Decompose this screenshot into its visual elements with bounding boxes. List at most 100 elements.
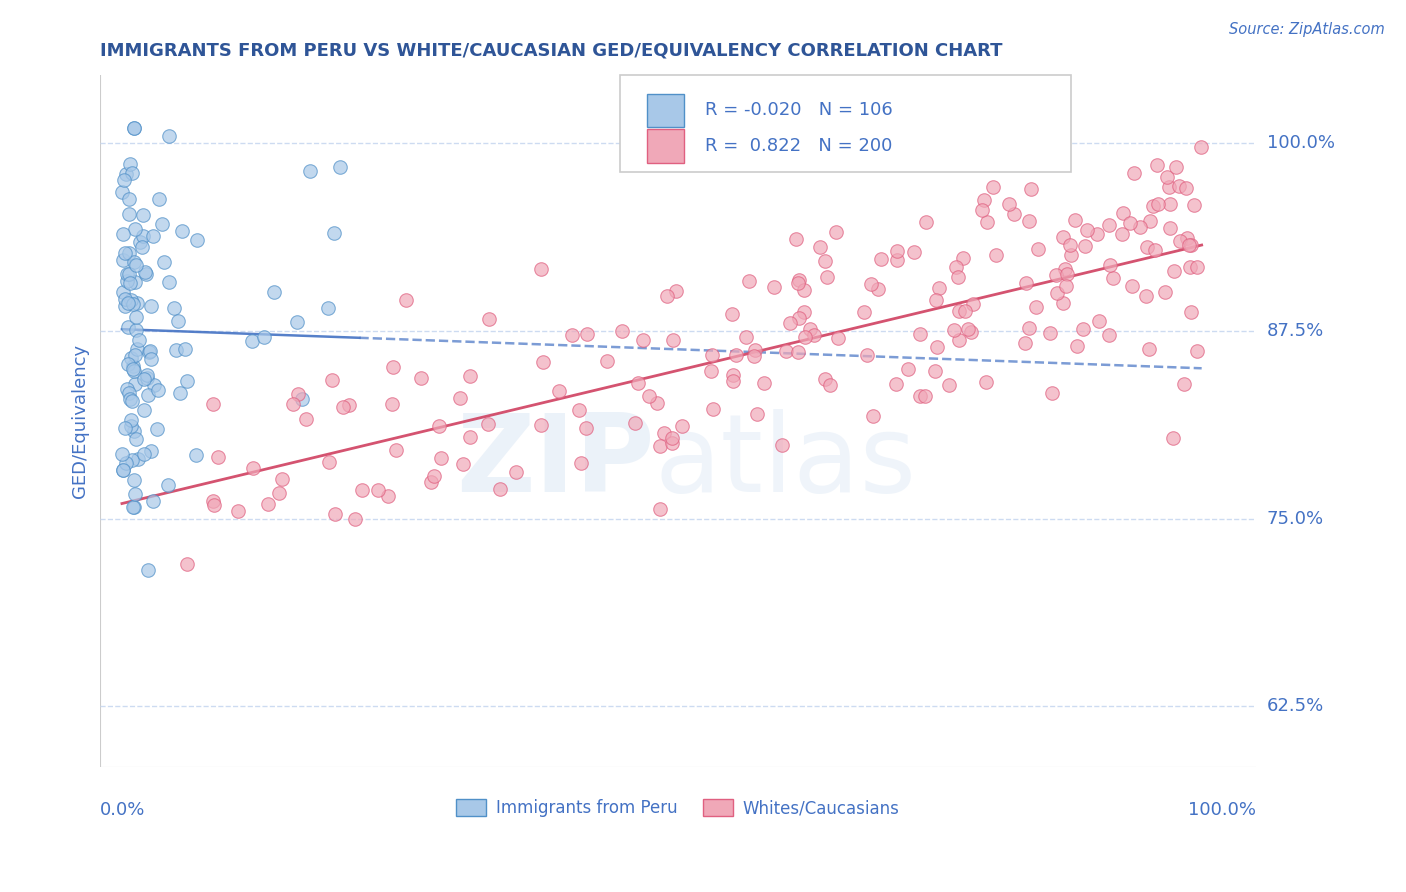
Point — [1085, 227, 1108, 242]
Point — [942, 323, 965, 337]
Point — [505, 465, 527, 479]
Point — [610, 324, 633, 338]
Point — [419, 475, 441, 489]
Point — [136, 388, 159, 402]
Point — [136, 371, 159, 385]
Point — [430, 450, 453, 465]
Point — [163, 301, 186, 316]
Point — [120, 351, 142, 365]
Text: 0.0%: 0.0% — [100, 801, 146, 819]
Point — [318, 301, 340, 315]
Point — [1175, 231, 1198, 245]
Point — [721, 374, 744, 388]
Point — [122, 473, 145, 487]
Point — [270, 472, 292, 486]
Point — [477, 417, 499, 431]
Point — [786, 345, 808, 359]
Point — [117, 246, 139, 260]
Point — [702, 347, 724, 361]
Point — [1174, 181, 1197, 195]
Point — [973, 194, 995, 208]
Point — [142, 229, 165, 244]
Point — [114, 456, 136, 470]
Point — [1159, 196, 1181, 211]
Point — [322, 227, 344, 241]
Point — [167, 313, 190, 327]
Text: R = -0.020   N = 106: R = -0.020 N = 106 — [704, 101, 893, 120]
Point — [799, 322, 821, 336]
Point — [638, 389, 661, 403]
Point — [868, 282, 890, 296]
Point — [148, 192, 170, 206]
Point — [1163, 263, 1185, 277]
Point — [645, 396, 668, 410]
Point — [814, 372, 837, 386]
Point — [135, 267, 157, 281]
Point — [1074, 239, 1097, 253]
Point — [952, 251, 974, 265]
Point — [114, 299, 136, 313]
Point — [1135, 289, 1157, 303]
Point — [665, 284, 688, 298]
Point — [136, 563, 159, 577]
Point — [897, 362, 920, 376]
Point — [142, 494, 165, 508]
Point — [908, 389, 931, 403]
Point — [1187, 343, 1209, 358]
Text: ZIP: ZIP — [457, 409, 655, 516]
Point — [169, 386, 191, 401]
Point — [174, 342, 197, 356]
Point — [946, 269, 969, 284]
Point — [596, 354, 619, 368]
Point — [1121, 279, 1143, 293]
Point — [1102, 270, 1125, 285]
Point — [427, 418, 450, 433]
Point — [281, 396, 304, 410]
Point — [111, 462, 134, 476]
Point — [121, 393, 143, 408]
Point — [1098, 258, 1121, 272]
Point — [157, 128, 180, 143]
Point — [134, 265, 156, 279]
Point — [124, 222, 146, 236]
FancyBboxPatch shape — [647, 94, 683, 127]
Point — [299, 163, 322, 178]
Point — [114, 246, 136, 260]
Point — [754, 376, 776, 391]
Point — [1189, 140, 1212, 154]
Point — [763, 280, 786, 294]
Point — [120, 157, 142, 171]
Point — [734, 330, 756, 344]
Point — [1159, 180, 1181, 194]
Point — [321, 373, 343, 387]
Point — [165, 343, 187, 357]
Point — [1028, 242, 1050, 256]
Point — [886, 244, 908, 259]
Point — [318, 454, 340, 468]
Point — [1098, 328, 1121, 343]
Point — [561, 327, 583, 342]
Point — [1180, 237, 1202, 252]
Point — [125, 295, 148, 310]
Point — [132, 208, 155, 222]
Point — [1185, 260, 1208, 275]
Point — [117, 296, 139, 310]
Point — [132, 403, 155, 417]
Point — [1019, 182, 1042, 196]
Point — [1136, 240, 1159, 254]
Point — [350, 483, 373, 498]
Point — [1039, 326, 1062, 341]
Point — [1168, 179, 1191, 194]
Point — [285, 315, 308, 329]
Point — [914, 215, 936, 229]
Point — [945, 260, 967, 275]
Point — [122, 297, 145, 311]
Point — [814, 253, 837, 268]
Point — [381, 397, 404, 411]
Point — [1071, 322, 1094, 336]
Point — [960, 326, 983, 340]
Point — [928, 281, 950, 295]
Point — [884, 376, 907, 391]
Point — [207, 450, 229, 464]
Point — [956, 322, 979, 336]
